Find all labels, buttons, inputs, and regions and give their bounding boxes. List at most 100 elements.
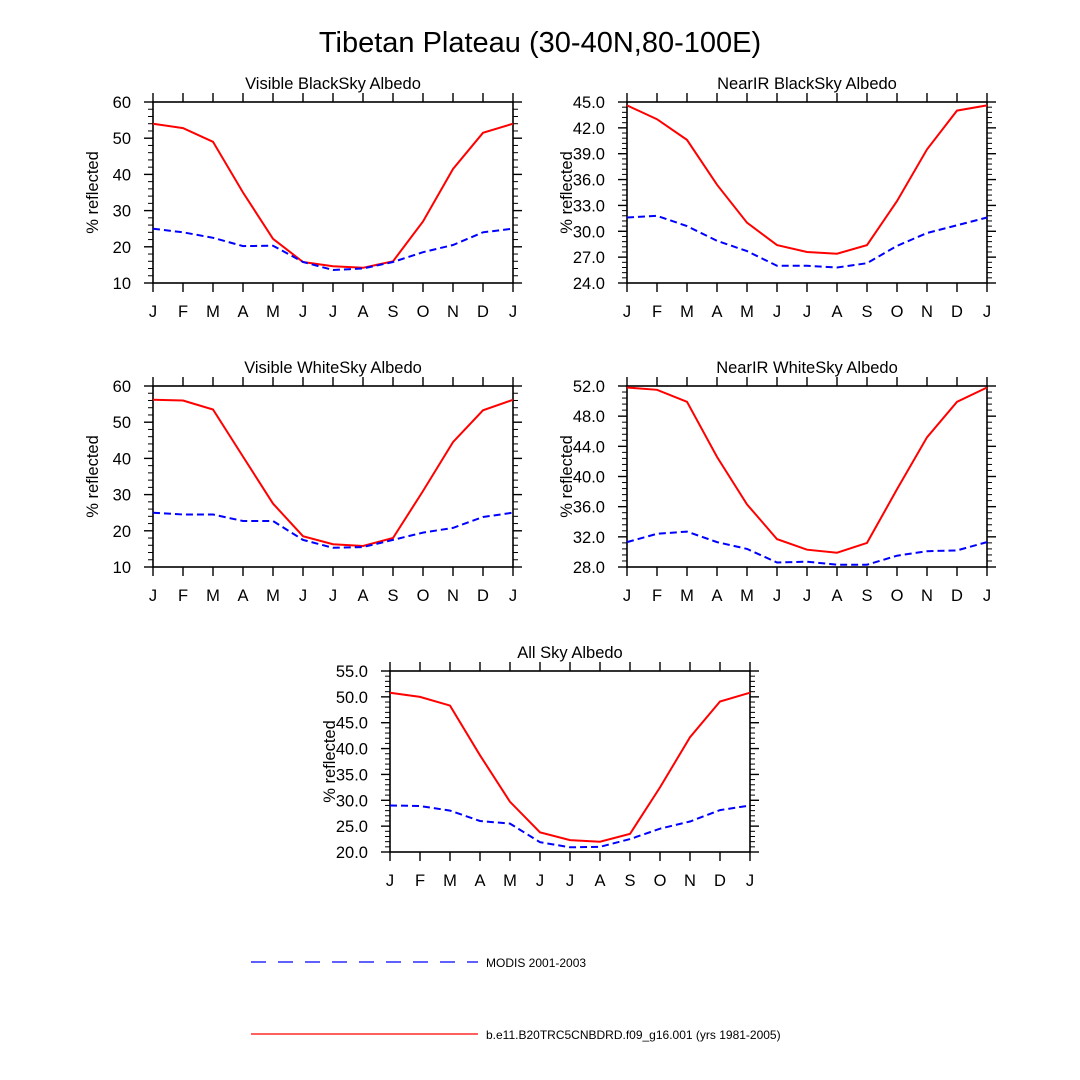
panel-allsky-xtick-label: O — [654, 872, 667, 890]
panel-allsky-series-modis-line — [389, 804, 751, 849]
legend-entry-modis: MODIS 2001-2003 — [251, 956, 586, 970]
panel-visible-blacksky-title: Visible BlackSky Albedo — [245, 75, 421, 93]
panel-visible-whitesky-xtick-label: J — [299, 587, 307, 605]
panel-allsky-ylabel: % reflected — [321, 720, 339, 803]
panel-nearir-whitesky-title: NearIR WhiteSky Albedo — [716, 359, 898, 377]
panel-visible-whitesky-ytick-label: 30 — [113, 487, 131, 505]
panel-nearir-whitesky-ylabel: % reflected — [558, 435, 576, 518]
panel-nearir-blacksky-ytick-label: 27.0 — [573, 249, 605, 267]
panel-visible-whitesky-xtick-label: A — [357, 587, 368, 605]
panel-allsky-ytick-label: 45.0 — [336, 715, 368, 733]
panel-nearir-blacksky-series-model-line — [626, 104, 988, 255]
panel-allsky-xtick-label: J — [746, 872, 754, 890]
legend: MODIS 2001-2003 b.e11.B20TRC5CNBDRD.f09_… — [251, 956, 781, 1042]
panel-visible-blacksky-xtick-label: J — [299, 303, 307, 321]
panel-nearir-blacksky-xtick-label: J — [983, 303, 991, 321]
panel-visible-blacksky-ytick-label: 20 — [113, 239, 131, 257]
panel-nearir-blacksky-xtick-label: A — [711, 303, 722, 321]
panel-allsky-ytick-label: 55.0 — [336, 663, 368, 681]
panel-nearir-blacksky-xtick-label: D — [951, 303, 963, 321]
panel-nearir-whitesky-xtick-label: N — [921, 587, 933, 605]
panel-visible-whitesky-series-modis-line — [152, 511, 514, 549]
panel-visible-blacksky-xtick-label: N — [447, 303, 459, 321]
panel-allsky-ytick-label: 50.0 — [336, 689, 368, 707]
panel-nearir-whitesky-xtick-label: O — [891, 587, 904, 605]
panel-allsky-xtick-label: J — [386, 872, 394, 890]
panel-nearir-blacksky-xtick-label: J — [803, 303, 811, 321]
panel-visible-blacksky-xtick-label: M — [266, 303, 280, 321]
panel-nearir-whitesky-xtick-label: A — [831, 587, 842, 605]
panel-nearir-whitesky-series-modis-line — [626, 530, 988, 566]
panel-allsky-series-model-line — [389, 691, 751, 843]
panel-visible-blacksky-series-model-line — [152, 122, 514, 269]
panel-nearir-whitesky-ytick-label: 36.0 — [573, 499, 605, 517]
panel-visible-whitesky-xtick-label: D — [477, 587, 489, 605]
panel-visible-whitesky-xtick-label: N — [447, 587, 459, 605]
panel-visible-whitesky-xtick-label: S — [387, 587, 398, 605]
panel-nearir-whitesky-xtick-label: A — [711, 587, 722, 605]
panel-visible-blacksky-ytick-label: 10 — [113, 275, 131, 293]
panel-nearir-blacksky-xtick-label: J — [623, 303, 631, 321]
panel-allsky-xtick-label: A — [594, 872, 605, 890]
panel-visible-whitesky-xtick-label: M — [266, 587, 280, 605]
panel-allsky-ytick-label: 20.0 — [336, 844, 368, 862]
panel-visible-whitesky-title: Visible WhiteSky Albedo — [244, 359, 422, 377]
panel-visible-whitesky-ytick-label: 20 — [113, 523, 131, 541]
panel-visible-whitesky-frame — [152, 385, 514, 568]
panel-nearir-whitesky-ytick-label: 40.0 — [573, 469, 605, 487]
panel-nearir-whitesky-xtick-label: J — [773, 587, 781, 605]
panel-nearir-whitesky-xtick-label: M — [740, 587, 754, 605]
panel-nearir-whitesky-xtick-label: J — [623, 587, 631, 605]
panel-allsky-xtick-label: J — [536, 872, 544, 890]
panel-nearir-whitesky-ytick-label: 28.0 — [573, 559, 605, 577]
figure-title: Tibetan Plateau (30-40N,80-100E) — [319, 27, 761, 59]
panel-allsky-xtick-label: A — [474, 872, 485, 890]
panel-allsky-xtick-label: M — [443, 872, 457, 890]
panel-visible-blacksky-xtick-label: J — [329, 303, 337, 321]
panel-visible-blacksky-xtick-label: A — [357, 303, 368, 321]
panel-nearir-blacksky-xtick-label: A — [831, 303, 842, 321]
panel-nearir-whitesky-xtick-label: D — [951, 587, 963, 605]
panel-nearir-whitesky-xtick-label: F — [652, 587, 662, 605]
panel-nearir-blacksky-series-modis-line — [626, 214, 988, 269]
panel-nearir-blacksky-xtick-label: J — [773, 303, 781, 321]
panel-visible-blacksky-xtick-label: F — [178, 303, 188, 321]
panel-visible-blacksky-xtick-label: S — [387, 303, 398, 321]
legend-entry-model: b.e11.B20TRC5CNBDRD.f09_g16.001 (yrs 198… — [251, 1028, 781, 1042]
panel-nearir-blacksky-xtick-label: M — [740, 303, 754, 321]
panel-visible-blacksky-xtick-label: A — [237, 303, 248, 321]
panel-nearir-blacksky-ytick-label: 30.0 — [573, 223, 605, 241]
panel-allsky-ytick-label: 25.0 — [336, 818, 368, 836]
panel-nearir-blacksky-ytick-label: 45.0 — [573, 94, 605, 112]
panel-nearir-blacksky-frame — [626, 101, 988, 284]
panel-visible-blacksky-xtick-label: D — [477, 303, 489, 321]
panel-nearir-blacksky-title: NearIR BlackSky Albedo — [717, 75, 897, 93]
panel-nearir-blacksky-ytick-label: 42.0 — [573, 120, 605, 138]
panel-visible-whitesky-ytick-label: 60 — [113, 378, 131, 396]
panel-visible-whitesky-xtick-label: J — [329, 587, 337, 605]
panel-nearir-blacksky-ytick-label: 24.0 — [573, 275, 605, 293]
panel-visible-blacksky-xtick-label: M — [206, 303, 220, 321]
panel-allsky-xtick-label: N — [684, 872, 696, 890]
panel-nearir-whitesky-ytick-label: 52.0 — [573, 378, 605, 396]
panel-nearir-whitesky-xtick-label: M — [680, 587, 694, 605]
panel-nearir-blacksky-xtick-label: F — [652, 303, 662, 321]
panel-allsky-ytick-label: 35.0 — [336, 766, 368, 784]
panel-allsky-xtick-label: D — [714, 872, 726, 890]
panel-allsky-ytick-label: 30.0 — [336, 792, 368, 810]
panel-visible-blacksky-xtick-label: J — [149, 303, 157, 321]
panel-nearir-blacksky-ylabel: % reflected — [558, 151, 576, 234]
legend-label-model: b.e11.B20TRC5CNBDRD.f09_g16.001 (yrs 198… — [486, 1028, 781, 1042]
panel-visible-blacksky-ytick-label: 60 — [113, 94, 131, 112]
panel-nearir-whitesky-xtick-label: J — [803, 587, 811, 605]
panel-nearir-blacksky-xtick-label: N — [921, 303, 933, 321]
panel-allsky-xtick-label: S — [624, 872, 635, 890]
panel-nearir-blacksky-ytick-label: 36.0 — [573, 172, 605, 190]
panel-visible-blacksky-ytick-label: 40 — [113, 166, 131, 184]
panel-visible-whitesky-xtick-label: O — [417, 587, 430, 605]
